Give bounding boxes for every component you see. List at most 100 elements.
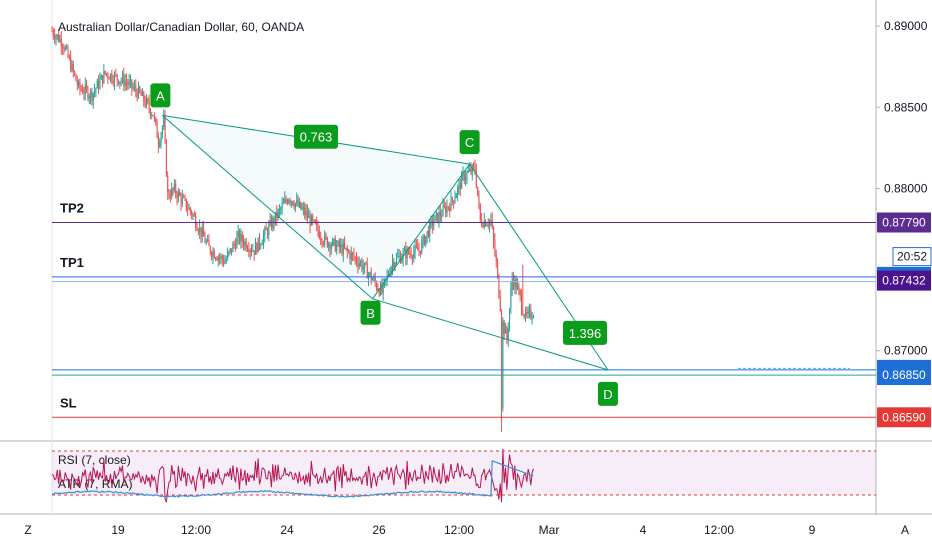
candle-body [58, 34, 60, 42]
candle-body [501, 310, 503, 408]
candle-body [59, 38, 61, 42]
candle-body [268, 224, 270, 235]
candle-body [112, 80, 114, 83]
candle-body [427, 230, 429, 237]
candle-body [141, 92, 144, 96]
candle-body [486, 224, 488, 226]
candle-body [95, 88, 97, 91]
candle-body [261, 243, 263, 246]
candle-body [175, 184, 177, 194]
candle-body [421, 241, 423, 253]
candle-body [282, 202, 285, 204]
candle-body [487, 224, 489, 226]
candle-body [196, 227, 198, 231]
price-badge-ask-text: 0.86850 [882, 368, 926, 382]
candle-body [139, 86, 141, 92]
candle-body [328, 243, 330, 247]
candle-body [490, 219, 492, 221]
candle-body [185, 198, 187, 210]
pattern-point-label-b: B [366, 306, 375, 321]
time-axis[interactable]: 19 12:00 24 26 12:00 Mar 4 12:00 9 [111, 523, 815, 537]
candle-body [350, 252, 352, 260]
candle-body [294, 203, 296, 208]
candle-body [522, 309, 524, 315]
candle-body [532, 316, 535, 318]
candle-body [520, 295, 523, 310]
candle-body [129, 79, 132, 82]
pattern-point-b [360, 300, 381, 325]
candle-body [345, 247, 347, 249]
candle-body [72, 63, 74, 72]
candle-body [236, 236, 238, 249]
candle-body [362, 267, 364, 270]
candle-body [418, 250, 420, 252]
candle-body [216, 258, 218, 260]
candle-body [313, 220, 315, 222]
candle-body [187, 209, 189, 211]
candle-body [435, 212, 437, 216]
candle-body [332, 239, 334, 246]
candle-body [136, 91, 138, 98]
time-tick-label: Mar [539, 523, 560, 537]
candle-body [262, 235, 265, 244]
candle-body [309, 215, 311, 226]
candle-body [179, 192, 181, 196]
candle-body [137, 86, 140, 98]
candle-body [151, 115, 153, 117]
candle-body [88, 96, 90, 99]
candle-body [74, 71, 76, 75]
candle-body [131, 79, 133, 88]
candle-body [415, 245, 418, 247]
candle-body [132, 87, 134, 89]
candle-body [133, 86, 136, 88]
candle-body [254, 243, 257, 255]
candle-body [102, 75, 104, 83]
candle-body [104, 71, 106, 74]
candle-body [419, 250, 422, 253]
time-tick-label: 26 [372, 523, 386, 537]
candle-body [96, 80, 98, 89]
candle-body [260, 245, 262, 247]
candle-body [183, 197, 185, 199]
candle-body [231, 248, 233, 253]
candle-body [84, 84, 86, 94]
auto-scale-z-button[interactable]: Z [15, 517, 41, 541]
candle-body [241, 234, 243, 242]
candle-body [467, 170, 469, 173]
candle-body [442, 205, 444, 216]
candle-body [515, 279, 517, 290]
candle-body [426, 230, 428, 237]
candle-body [64, 47, 66, 51]
candle-body [411, 256, 414, 258]
candle-body [526, 311, 528, 314]
candle-body [346, 247, 348, 252]
candle-body [397, 256, 399, 258]
price-pane[interactable] [0, 0, 932, 515]
pattern-point-label-a: A [156, 88, 165, 103]
candle-body [369, 272, 371, 275]
price-badge-ask [877, 365, 931, 386]
candle-body [249, 250, 251, 253]
candle-body [251, 250, 253, 252]
candle-body [107, 73, 109, 78]
price-tick-label: 0.87000 [884, 344, 928, 358]
candle-body [181, 197, 183, 204]
candle-body [349, 252, 351, 260]
pattern-point-label-d: D [603, 387, 612, 402]
candle-body [384, 279, 386, 283]
price-axis[interactable]: 0.89000 0.88500 0.88000 0.87000 0.87790 0.874… [876, 19, 932, 428]
candle-body [368, 274, 370, 279]
indicator-pane[interactable]: RSI (7, close) ATR (7, RMA) [51, 448, 876, 503]
candle-body [385, 278, 387, 280]
rsi-line [51, 448, 534, 503]
candle-body [215, 258, 217, 260]
candle-body [110, 73, 112, 80]
candle-body [493, 227, 495, 241]
time-tick-label: 12:00 [444, 523, 474, 537]
candle-body [321, 239, 323, 244]
candle-body [278, 208, 281, 211]
candle-body [406, 248, 408, 259]
auto-scale-a-button[interactable]: A [892, 517, 918, 541]
candle-body [235, 244, 237, 249]
